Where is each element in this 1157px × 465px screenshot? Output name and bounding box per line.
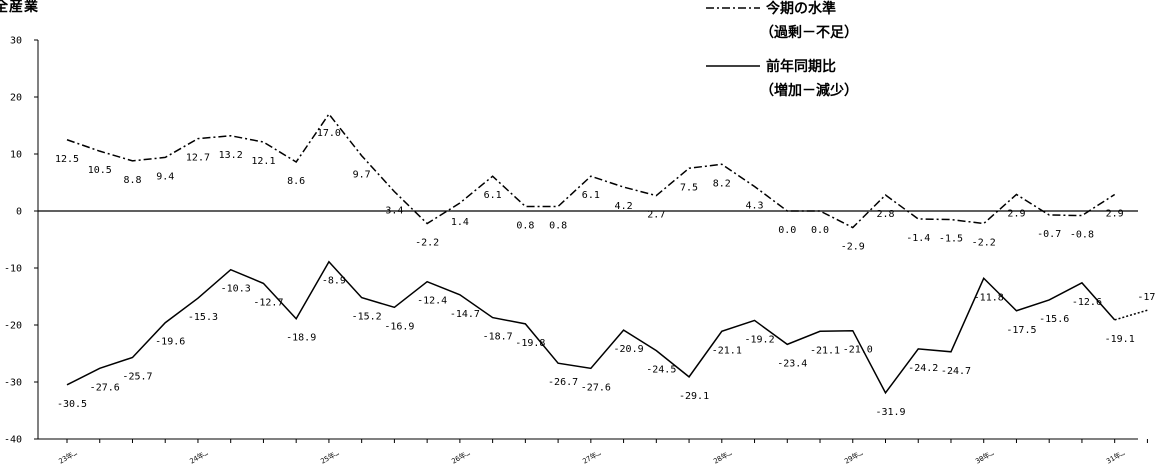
series-yoy-line bbox=[66, 260, 1116, 395]
x-tick-label: 31年… bbox=[1105, 448, 1127, 465]
data-label-level: -1.4 bbox=[906, 233, 930, 244]
data-label-level: 4.3 bbox=[746, 200, 764, 211]
data-label-yoy: -11.8 bbox=[974, 292, 1004, 303]
data-label-level: -0.7 bbox=[1037, 229, 1061, 240]
data-label-yoy: -29.1 bbox=[679, 391, 709, 402]
data-label-yoy: -27.6 bbox=[581, 382, 611, 393]
data-label-level: -1.5 bbox=[939, 234, 963, 245]
data-label-yoy: -24.5 bbox=[646, 365, 676, 376]
data-label-yoy: -19.1 bbox=[1105, 334, 1135, 345]
x-tick-label: 24年… bbox=[188, 448, 210, 465]
data-label-yoy: -14.7 bbox=[450, 309, 480, 320]
data-label-level: 2.9 bbox=[1106, 208, 1124, 219]
data-label-level: -2.2 bbox=[972, 238, 996, 249]
legend-yoy-line2: （増加－減少） bbox=[760, 83, 858, 99]
data-label-level: 2.9 bbox=[1007, 208, 1025, 219]
data-label-level: 9.4 bbox=[156, 171, 174, 182]
y-tick-label: 20 bbox=[10, 93, 22, 104]
data-label-yoy: -17.5 bbox=[1006, 325, 1036, 336]
data-label-level: -2.2 bbox=[415, 238, 439, 249]
data-label-level: 12.5 bbox=[55, 154, 79, 165]
data-label-yoy: -10.3 bbox=[221, 284, 251, 295]
data-label-yoy: -15.2 bbox=[352, 312, 382, 323]
data-label-yoy: -15.3 bbox=[188, 312, 218, 323]
data-label-yoy: -15.6 bbox=[1039, 314, 1069, 325]
chart-title: 全産業 bbox=[0, 0, 39, 15]
data-label-level: 3.4 bbox=[385, 206, 403, 217]
legend-level-line1: 今期の水準 bbox=[766, 1, 836, 17]
x-tick-label: 25年… bbox=[319, 448, 341, 465]
data-label-yoy: -19.6 bbox=[155, 337, 185, 348]
y-tick-label: -20 bbox=[4, 321, 22, 332]
data-label-level: 2.7 bbox=[647, 210, 665, 221]
x-tick-label: 23年… bbox=[57, 448, 79, 465]
data-label-level: 12.7 bbox=[186, 153, 210, 164]
x-tick-label: 30年… bbox=[974, 448, 996, 465]
legend-level-line2: （過剰－不足） bbox=[760, 25, 858, 41]
data-label-yoy: -12.7 bbox=[253, 297, 283, 308]
y-tick-label: 10 bbox=[10, 150, 22, 161]
data-label-level: 4.2 bbox=[615, 201, 633, 212]
data-label-level: 10.5 bbox=[88, 165, 112, 176]
y-tick-label: -10 bbox=[4, 264, 22, 275]
data-label-level: -0.8 bbox=[1070, 230, 1094, 241]
data-label-level: 9.7 bbox=[353, 170, 371, 181]
data-label-yoy: -12.4 bbox=[417, 296, 447, 307]
data-label-yoy: -8.9 bbox=[322, 276, 346, 287]
y-tick-label: 30 bbox=[10, 36, 22, 47]
data-label-yoy: -16.9 bbox=[384, 321, 414, 332]
data-label-yoy: -27.6 bbox=[90, 382, 120, 393]
data-label-level: 8.8 bbox=[123, 175, 141, 186]
x-tick-label: 27年… bbox=[581, 448, 603, 465]
data-label-yoy: -19.8 bbox=[515, 338, 545, 349]
data-label-level: 13.2 bbox=[219, 150, 243, 161]
data-label-level: 0.8 bbox=[549, 220, 567, 231]
data-label-level: 2.8 bbox=[876, 209, 894, 220]
data-label-yoy: -24.2 bbox=[908, 363, 938, 374]
data-label-level: 8.2 bbox=[713, 178, 731, 189]
data-label-level: 6.1 bbox=[582, 190, 600, 201]
legend-yoy-line1: 前年同期比 bbox=[766, 59, 836, 75]
data-label-yoy: -26.7 bbox=[548, 377, 578, 388]
data-label-yoy: -17.4 bbox=[1137, 292, 1157, 303]
data-label-yoy: -21.1 bbox=[712, 345, 742, 356]
data-label-level: 8.6 bbox=[287, 176, 305, 187]
data-label-yoy: -20.9 bbox=[614, 344, 644, 355]
data-label-yoy: -12.6 bbox=[1072, 297, 1102, 308]
y-tick-label: -40 bbox=[4, 435, 22, 446]
data-label-yoy: -31.9 bbox=[875, 407, 905, 418]
data-label-yoy: -18.7 bbox=[483, 332, 513, 343]
series-level-line bbox=[66, 112, 1116, 229]
y-tick-label: 0 bbox=[16, 207, 22, 218]
data-label-yoy: -24.7 bbox=[941, 366, 971, 377]
data-label-yoy: -30.5 bbox=[57, 399, 87, 410]
data-label-yoy: -21.0 bbox=[843, 345, 873, 356]
data-label-level: 17.0 bbox=[317, 128, 341, 139]
data-label-level: 0.0 bbox=[778, 225, 796, 236]
x-tick-label: 28年… bbox=[712, 448, 734, 465]
data-label-yoy: -23.4 bbox=[777, 358, 807, 369]
data-label-yoy: -18.9 bbox=[286, 333, 316, 344]
x-tick-label: 29年… bbox=[843, 448, 865, 465]
data-label-level: 12.1 bbox=[251, 156, 275, 167]
y-tick-label: -30 bbox=[4, 378, 22, 389]
series-yoy-projection bbox=[1114, 309, 1148, 321]
data-label-level: -2.9 bbox=[841, 242, 865, 253]
data-label-yoy: -25.7 bbox=[122, 371, 152, 382]
x-tick-label: 26年… bbox=[450, 448, 472, 465]
data-label-level: 1.4 bbox=[451, 217, 469, 228]
data-label-level: 7.5 bbox=[680, 182, 698, 193]
data-label-level: 0.0 bbox=[811, 225, 829, 236]
data-label-level: 0.8 bbox=[516, 220, 534, 231]
data-label-yoy: -21.1 bbox=[810, 345, 840, 356]
data-label-yoy: -19.2 bbox=[744, 334, 774, 345]
data-label-level: 6.1 bbox=[484, 190, 502, 201]
